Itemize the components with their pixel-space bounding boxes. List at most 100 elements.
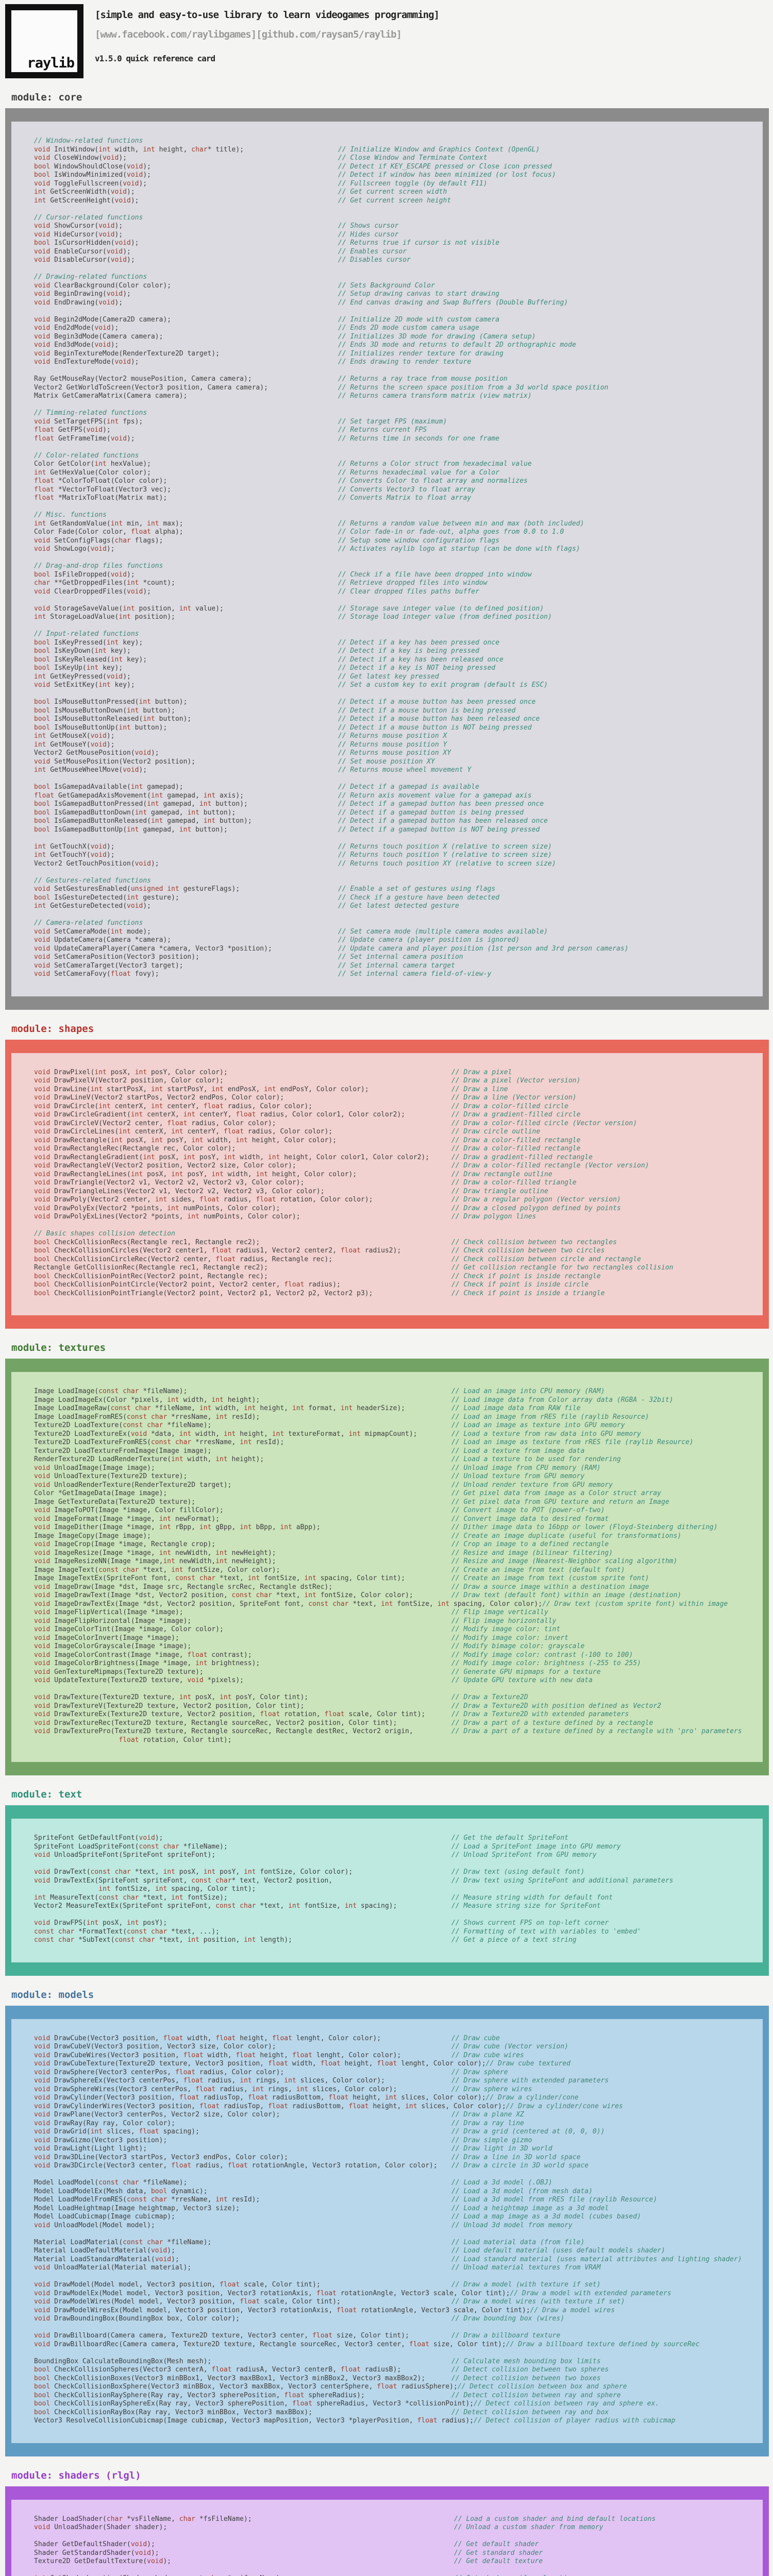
- code-text: int GetMouseX(void);: [34, 732, 115, 740]
- code-text: SpriteFont LoadSpriteFont(const char *fi…: [34, 1842, 228, 1851]
- code-line: bool CheckCollisionCircleRec(Vector2 cen…: [34, 1256, 754, 1264]
- code-line: void SetCameraMode(int mode); // Set came…: [34, 928, 754, 937]
- code-line: void UnloadImage(Image image); // Unload …: [34, 1464, 754, 1473]
- code-text: bool CheckCollisionBoxes(Vector3 minBBox…: [34, 2374, 426, 2382]
- code-line: void SetTargetFPS(int fps); // Set target…: [34, 418, 754, 427]
- code-line: int GetRandomValue(int min, int max); // …: [34, 520, 754, 529]
- comment-text: // Get a piece of a text string: [451, 1936, 577, 1944]
- code-text: void UnloadRenderTexture(RenderTexture2D…: [34, 1481, 232, 1489]
- code-text: void UpdateTexture(Texture2D texture, vo…: [34, 1676, 244, 1684]
- code-line: float *ColorToFloat(Color color); // Conv…: [34, 477, 754, 486]
- code-line: Color Fade(Color color, float alpha); // …: [34, 528, 754, 537]
- comment-text: // Returns touch position XY (relative t…: [338, 859, 556, 868]
- comment-text: // Returns hexadecimal value for a Color: [338, 468, 500, 477]
- comment-text: // Draw a ray line: [451, 2119, 524, 2127]
- module-text-section: module: text SpriteFont GetDefaultFont(vo…: [5, 1789, 769, 1976]
- code-line: void UnloadRenderTexture(RenderTexture2D…: [34, 1481, 754, 1490]
- code-text: void SetCameraTarget(Vector3 target);: [34, 961, 183, 970]
- comment-text: // Fullscreen toggle (by default F11): [338, 179, 488, 188]
- comment-text: // Calculate mesh bounding box limits: [451, 2357, 601, 2365]
- code-text: Texture2D LoadTextureEx(void *data, int …: [34, 1430, 417, 1438]
- code-line: void ImageResizeNN(Image *image,int newW…: [34, 1557, 754, 1566]
- code-text: void CloseWindow(void);: [34, 154, 127, 162]
- comment-text: // Detect if a gamepad button has been p…: [338, 800, 544, 808]
- code-text: Model LoadModel(const char *fileName);: [34, 2179, 188, 2187]
- code-line: void DrawLineV(Vector2 startPos, Vector2…: [34, 1094, 754, 1103]
- comment-text: // Convert image to POT (power-of-two): [451, 1506, 605, 1514]
- comment-text: // Load an image into CPU memory (RAM): [451, 1387, 605, 1395]
- comment-text: // Enables cursor: [338, 247, 407, 256]
- header: raylib [simple and easy-to-use library t…: [5, 4, 769, 78]
- comment-text: // Draw cube wires: [451, 2051, 524, 2059]
- code-line: void End3dMode(void); // Ends 3D mode and…: [34, 341, 754, 350]
- code-line: bool IsGamepadButtonUp(int gamepad, int …: [34, 826, 754, 835]
- code-text: bool IsCursorHidden(void);: [34, 239, 139, 247]
- code-text: void ImageToPOT(Image *image, Color fill…: [34, 1506, 224, 1514]
- comment-text: // Setup drawing canvas to start drawing: [338, 290, 500, 298]
- comment-text: // Draw text (default font) within an im…: [451, 1591, 682, 1599]
- comment-text: // Detect collision between two spheres: [451, 2366, 609, 2374]
- code-line: void BeginDrawing(void); // Setup drawing…: [34, 290, 754, 299]
- code-text: void DrawTextureV(Texture2D texture, Vec…: [34, 1702, 305, 1710]
- comment-text: // Unload image from CPU memory (RAM): [451, 1464, 601, 1472]
- code-line: void ImageFlipHorizontal(Image *image); /…: [34, 1617, 754, 1626]
- comment-text: // Load a SpriteFont image into GPU memo…: [451, 1842, 621, 1851]
- code-line: Texture2D LoadTextureFromRES(const char …: [34, 1438, 754, 1447]
- code-line: bool CheckCollisionRaySphere(Ray ray, Ve…: [34, 2392, 754, 2400]
- code-line: Material LoadMaterial(const char *fileNa…: [34, 2239, 754, 2247]
- function-group: // Window-related functions void InitWind…: [34, 137, 754, 205]
- code-text: void SetTargetFPS(int fps);: [34, 417, 143, 426]
- code-text: Color GetColor(int hexValue);: [34, 460, 151, 468]
- code-line: SpriteFont LoadSpriteFont(const char *fi…: [34, 1843, 754, 1852]
- comment-text: // Check if point is inside rectangle: [451, 1272, 601, 1280]
- code-text: Image LoadImageEx(Color *pixels, int wid…: [34, 1396, 260, 1404]
- code-text: void ImageColorBrightness(Image *image, …: [34, 1659, 260, 1667]
- code-line: BoundingBox CalculateBoundingBox(Mesh me…: [34, 2358, 754, 2366]
- code-line: void Draw3DLine(Vector3 startPos, Vector…: [34, 2154, 754, 2162]
- code-line: void SetConfigFlags(char flags); // Setup…: [34, 537, 754, 546]
- code-text: void ImageColorContrast(Image *image, fl…: [34, 1651, 252, 1659]
- comment-text: // Returns camera transform matrix (view…: [338, 392, 532, 400]
- module-models-title: module: models: [11, 1989, 94, 2001]
- code-text: void ImageCrop(Image *image, Rectangle c…: [34, 1540, 216, 1548]
- code-line: void ShowLogo(void); // Activates raylib …: [34, 545, 754, 554]
- comment-text: // Load a texture from image data: [451, 1447, 585, 1455]
- code-line: void DrawCube(Vector3 position, float wi…: [34, 2035, 754, 2043]
- code-text: void DrawTexturePro(Texture2D texture, R…: [34, 1727, 413, 1735]
- code-text: void SetCameraFovy(float fovy);: [34, 970, 159, 978]
- comment-text: // Returns current FPS: [338, 426, 427, 434]
- comment-text: // Ends 2D mode custom camera usage: [338, 324, 479, 332]
- code-text: void DrawCircle(int centerX, int centerY…: [34, 1102, 313, 1110]
- code-text: char **GetDroppedFiles(int *count);: [34, 579, 175, 587]
- code-line: Texture2D LoadTextureEx(void *data, int …: [34, 1430, 754, 1439]
- comment-text: // Draw a model wires (with texture if s…: [451, 2298, 625, 2306]
- function-group: // Input-related functions bool IsKeyPres…: [34, 630, 754, 690]
- code-line: void DrawBillboardRec(Camera camera, Tex…: [34, 2341, 754, 2349]
- code-text: Texture2D LoadTextureFromRES(const char …: [34, 1438, 284, 1446]
- code-text: float rotation, Color tint);: [119, 1736, 232, 1744]
- code-text: Image LoadImage(const char *fileName);: [34, 1387, 188, 1395]
- comment-text: // Load an image as texture into GPU mem…: [451, 1421, 625, 1429]
- code-line: void DrawCircleLines(int centerX, int ce…: [34, 1128, 754, 1137]
- code-text: void EndDrawing(void);: [34, 298, 123, 307]
- code-line: int GetTouchX(void); // Returns touch pos…: [34, 843, 754, 852]
- code-line: void DrawText(const char *text, int posX…: [34, 1868, 754, 1877]
- function-group: bool IsGamepadAvailable(int gamepad); // …: [34, 783, 754, 834]
- modules-container: module: core// Window-related functions v…: [5, 92, 769, 2576]
- group-header-comment: // Camera-related functions: [34, 919, 754, 928]
- code-text: bool CheckCollisionPointCircle(Vector2 p…: [34, 1281, 341, 1289]
- module-models-box: void DrawCube(Vector3 position, float wi…: [5, 2005, 769, 2456]
- comment-text: // Set internal camera position: [338, 953, 463, 961]
- code-text: int GetScreenWidth(void);: [34, 188, 135, 196]
- group-header-comment: // Misc. functions: [34, 511, 754, 520]
- code-line: Image LoadImage(const char *fileName); //…: [34, 1387, 754, 1396]
- comment-text: // Create an image from text (custom spr…: [451, 1574, 649, 1582]
- comment-text: // Check collision between circle and re…: [451, 1255, 641, 1263]
- code-text: void DrawSphere(Vector3 centerPos, float…: [34, 2068, 284, 2076]
- code-text: void DrawTriangleLines(Vector2 v1, Vecto…: [34, 1187, 325, 1195]
- code-line: void ImageDrawTextEx(Image *dst, Vector2…: [34, 1600, 754, 1609]
- comment-text: // Returns a Color struct from hexadecim…: [338, 460, 532, 468]
- code-line: bool CheckCollisionBoxSphere(Vector3 min…: [34, 2383, 754, 2392]
- code-line: void UnloadTexture(Texture2D texture); //…: [34, 1472, 754, 1481]
- comment-text: // Load an image from rRES file (raylib …: [451, 1413, 649, 1421]
